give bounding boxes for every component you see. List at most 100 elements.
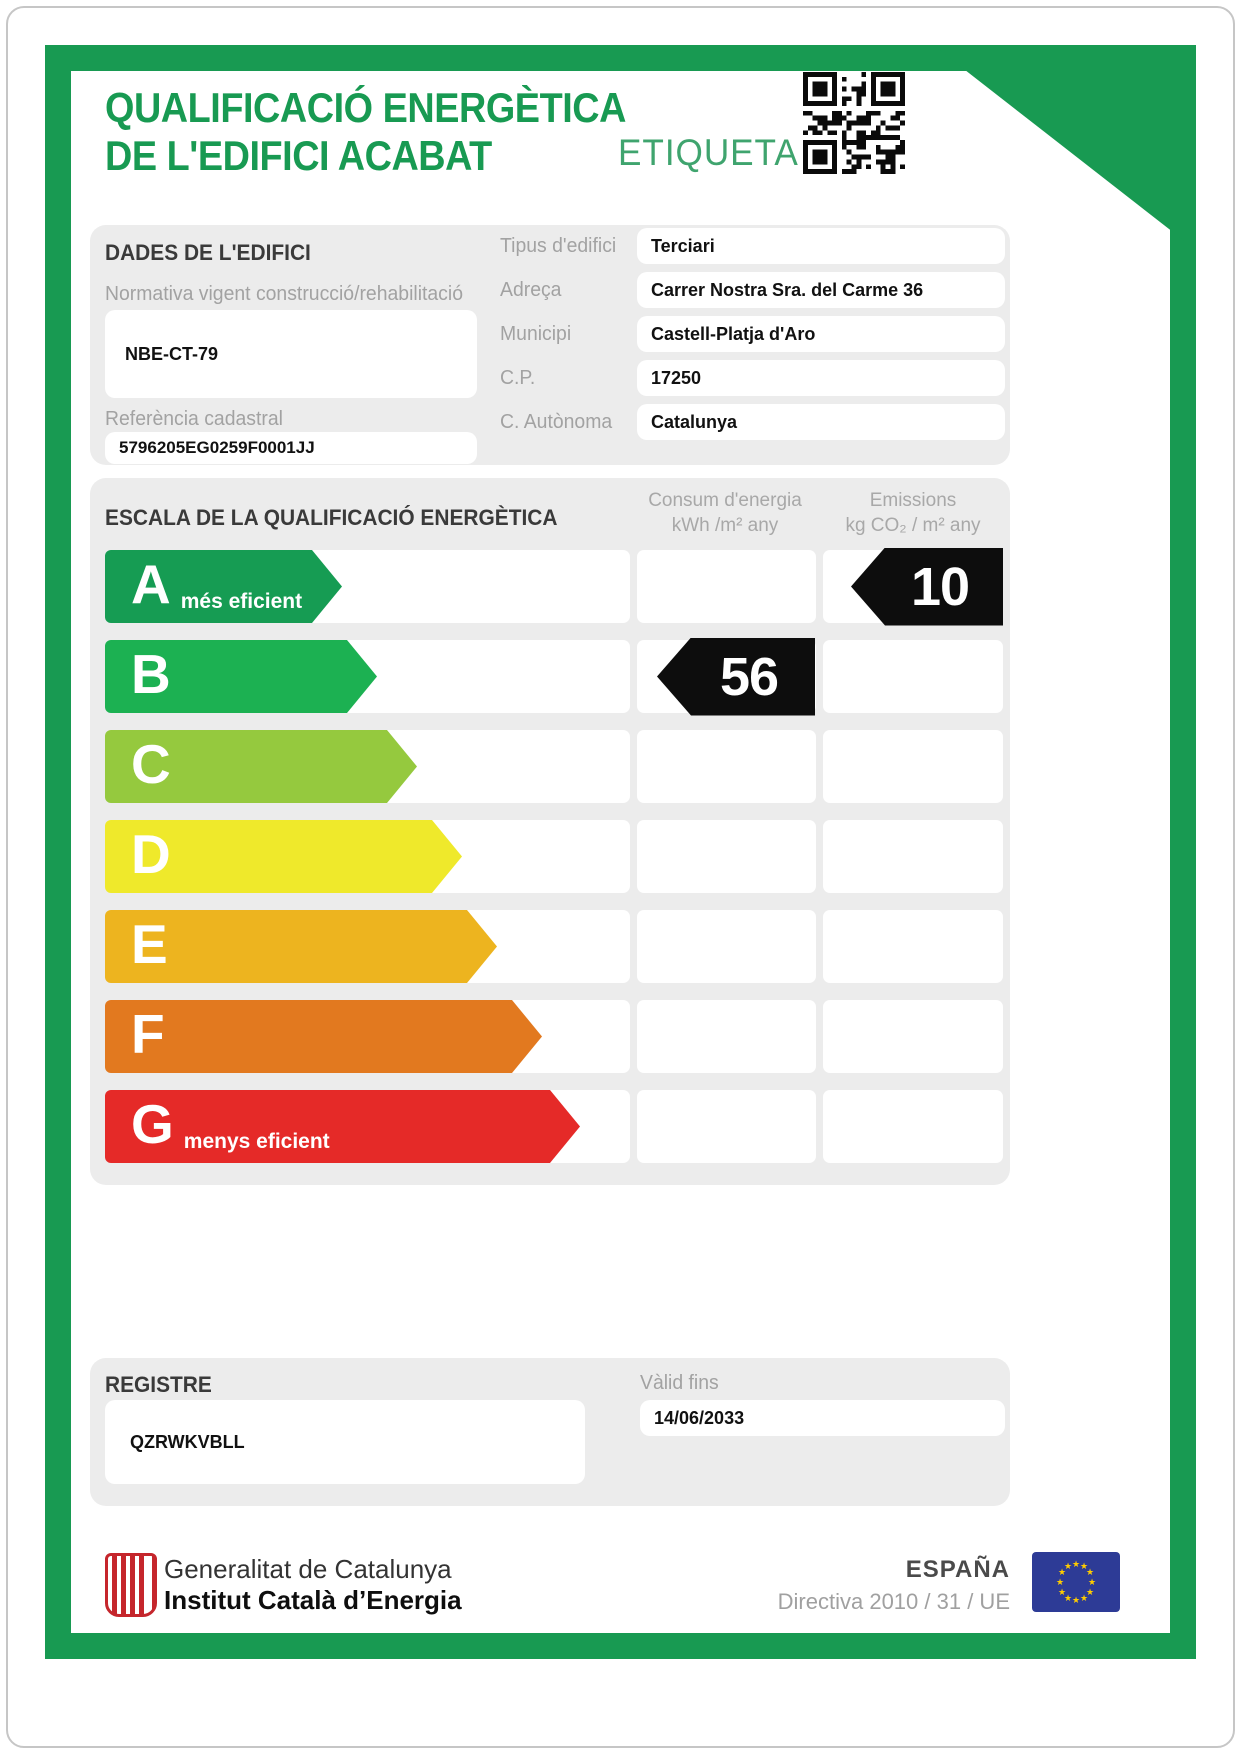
normativa-value: NBE-CT-79 [125,343,219,364]
municipi-value-box: Castell-Platja d'Aro [637,316,1005,352]
consum-cell-c [637,730,816,803]
valid-fins-value-box: 14/06/2033 [640,1400,1005,1436]
rating-bar-f: F [105,1000,542,1073]
cp-value-box: 17250 [637,360,1005,396]
emissions-column-header: Emissions kg CO₂ / m² any [820,488,1006,538]
rating-track-a: A més eficient [105,550,630,623]
generalitat-name: Generalitat de Catalunya [164,1554,452,1584]
consum-column-header: Consum d'energia kWh /m² any [635,488,815,538]
rating-row-d: D [105,820,1005,893]
directive-label: Directiva 2010 / 31 / UE [777,1589,1010,1614]
rating-letter-c: C [131,733,171,795]
emissions-cell-f [823,1000,1003,1073]
energy-scale-title: ESCALA DE LA QUALIFICACIÓ ENERGÈTICA [105,505,558,530]
green-border-frame [45,45,1196,1659]
rating-bar-c: C [105,730,417,803]
rating-sublabel-g: menys eficient [183,1130,330,1153]
rating-track-g: G menys eficient [105,1090,630,1163]
consum-cell-a [637,550,816,623]
rating-row-e: E [105,910,1005,983]
svg-text:★: ★ [1088,1578,1096,1588]
rating-track-c: C [105,730,630,803]
rating-row-c: C [105,730,1005,803]
svg-text:★: ★ [1072,1560,1080,1570]
rating-bar-a: A més eficient [105,550,342,623]
rating-track-d: D [105,820,630,893]
emissions-value-arrow: 10 [851,547,1003,626]
adreca-value-box: Carrer Nostra Sra. del Carme 36 [637,272,1005,308]
emissions-cell-b [823,640,1003,713]
consum-cell-b: 56 [637,637,816,716]
emissions-header-line2: kg CO₂ / m² any [845,515,981,536]
adreca-label: Adreça [500,279,562,301]
rating-row-f: F [105,1000,1005,1073]
rating-letter-g: G [131,1093,174,1155]
rating-letter-a: A [131,553,171,615]
etiqueta-label: ETIQUETA [618,132,799,173]
cadastral-label: Referència cadastral [105,408,283,430]
autonoma-value-box: Catalunya [637,404,1005,440]
rating-letter-e: E [131,913,168,975]
generalitat-senyera-icon [105,1553,157,1617]
consum-cell-f [637,1000,816,1073]
rating-row-g: G menys eficient [105,1090,1005,1163]
municipi-label: Municipi [500,323,572,345]
svg-text:★: ★ [1058,1588,1066,1598]
svg-text:★: ★ [1058,1568,1066,1578]
building-data-title: DADES DE L'EDIFICI [105,240,311,265]
svg-text:★: ★ [1080,1562,1088,1572]
svg-text:★: ★ [1080,1594,1088,1604]
rating-track-b: B [105,640,630,713]
autonoma-value: Catalunya [651,411,738,432]
tipus-edifici-value: Terciari [651,235,715,256]
institut-name: Institut Català d’Energia [164,1585,462,1615]
normativa-value-box: NBE-CT-79 [105,310,477,398]
page-title-line1: QUALIFICACIÓ ENERGÈTICA [105,84,626,131]
consum-header-line2: kWh /m² any [671,515,779,536]
emissions-value: 10 [910,556,970,617]
emissions-cell-c [823,730,1003,803]
emissions-header-line1: Emissions [869,490,957,511]
emissions-cell-d [823,820,1003,893]
svg-text:★: ★ [1086,1588,1094,1598]
rating-bar-b: B [105,640,377,713]
adreca-value: Carrer Nostra Sra. del Carme 36 [651,279,924,300]
municipi-value: Castell-Platja d'Aro [651,323,816,344]
autonoma-label: C. Autònoma [500,411,613,433]
registre-title: REGISTRE [105,1372,212,1397]
page-title-line2: DE L'EDIFICI ACABAT [105,132,492,179]
emissions-cell-e [823,910,1003,983]
rating-row-b: B 56 [105,637,1005,716]
rating-sublabel-a: més eficient [180,590,303,613]
consum-cell-g [637,1090,816,1163]
consum-value: 56 [719,646,779,707]
valid-fins-label: Vàlid fins [640,1372,719,1394]
rating-track-e: E [105,910,630,983]
rating-letter-b: B [131,643,171,705]
consum-cell-d [637,820,816,893]
rating-track-f: F [105,1000,630,1073]
tipus-edifici-label: Tipus d'edifici [500,235,617,257]
consum-value-arrow: 56 [657,637,815,716]
cp-label: C.P. [500,367,536,389]
page-title: QUALIFICACIÓ ENERGÈTICA DE L'EDIFICI ACA… [105,84,684,180]
svg-text:★: ★ [1064,1594,1072,1604]
cadastral-value: 5796205EG0259F0001JJ [119,438,315,457]
qr-code-icon [803,72,905,174]
rating-letter-d: D [131,823,171,885]
consum-header-line1: Consum d'energia [648,490,802,511]
valid-fins-value: 14/06/2033 [654,1407,745,1428]
emissions-cell-g [823,1090,1003,1163]
cp-value: 17250 [651,367,702,388]
eu-flag-icon: ★ ★ ★ ★ ★ ★ ★ ★ ★ ★ ★ ★ [1032,1552,1120,1612]
normativa-label: Normativa vigent construcció/rehabilitac… [105,283,463,305]
country-label: ESPAÑA [905,1556,1010,1583]
svg-text:★: ★ [1056,1578,1064,1588]
rating-row-a: A més eficient 10 [105,547,1005,626]
rating-letter-f: F [131,1003,165,1065]
emissions-cell-a: 10 [823,547,1003,626]
svg-text:★: ★ [1064,1562,1072,1572]
registre-value: QZRWKVBLL [130,1431,245,1452]
rating-bar-e: E [105,910,497,983]
